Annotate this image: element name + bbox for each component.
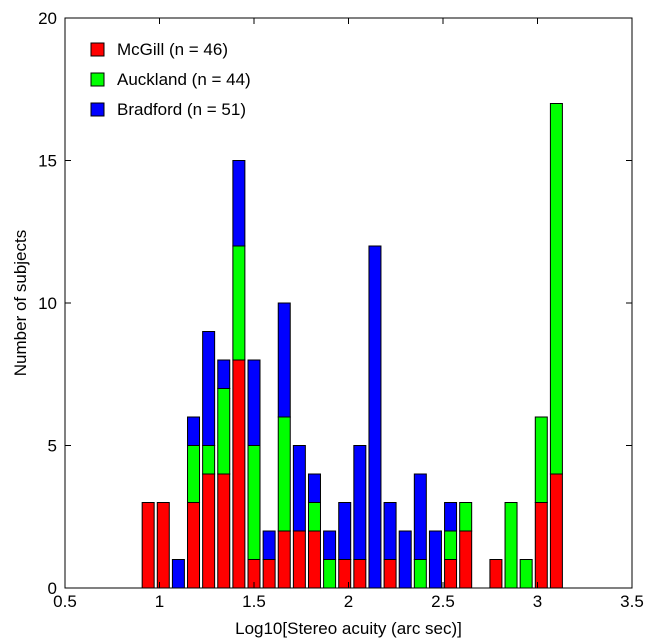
legend-label-auckland: Auckland (n = 44) (117, 70, 251, 89)
x-tick-label: 2.5 (431, 592, 455, 611)
bar-mcgill-20 (444, 559, 458, 589)
bar-bradford-17 (398, 530, 412, 589)
bar-auckland-5 (217, 388, 231, 475)
bar-auckland-11 (307, 502, 321, 532)
bar-bradford-2 (171, 559, 185, 589)
bar-mcgill-3 (187, 502, 201, 589)
bar-mcgill-0 (141, 502, 155, 589)
x-tick-label: 1 (155, 592, 164, 611)
y-tick-label: 5 (48, 437, 57, 456)
x-tick-label: 1.5 (242, 592, 266, 611)
bar-auckland-26 (534, 416, 548, 503)
bar-bradford-16 (383, 502, 397, 560)
bar-auckland-6 (232, 245, 246, 361)
bar-auckland-18 (413, 559, 427, 589)
bar-mcgill-16 (383, 559, 397, 589)
bar-auckland-21 (459, 502, 473, 532)
y-tick-label: 0 (48, 579, 57, 598)
bar-bradford-11 (307, 473, 321, 503)
legend-swatch-bradford (90, 102, 105, 117)
bar-bradford-6 (232, 160, 246, 247)
bar-mcgill-11 (307, 530, 321, 589)
bar-bradford-4 (202, 331, 216, 446)
bar-bradford-3 (187, 416, 201, 446)
bar-mcgill-5 (217, 473, 231, 589)
legend-label-bradford: Bradford (n = 51) (117, 100, 246, 119)
x-tick-label: 3 (533, 592, 542, 611)
bar-auckland-3 (187, 445, 201, 503)
y-tick-label: 15 (38, 152, 57, 171)
bar-bradford-14 (353, 445, 367, 560)
bar-mcgill-9 (277, 530, 291, 589)
x-tick-label: 3.5 (620, 592, 644, 611)
bar-bradford-18 (413, 473, 427, 560)
bar-auckland-25 (519, 559, 533, 589)
bar-auckland-12 (323, 559, 337, 589)
bar-bradford-10 (292, 445, 306, 532)
bar-auckland-9 (277, 416, 291, 532)
x-axis-label: Log10[Stereo acuity (arc sec)] (235, 619, 462, 638)
bar-bradford-13 (338, 502, 352, 560)
bar-mcgill-6 (232, 359, 246, 589)
bar-bradford-9 (277, 302, 291, 418)
y-tick-label: 10 (38, 294, 57, 313)
bar-auckland-7 (247, 445, 261, 560)
bar-bradford-8 (262, 530, 276, 560)
legend: McGill (n = 46) Auckland (n = 44) Bradford… (90, 40, 251, 119)
bar-bradford-15 (368, 245, 382, 589)
legend-swatch-mcgill (90, 42, 105, 57)
legend-label-mcgill: McGill (n = 46) (117, 40, 228, 59)
bar-auckland-24 (504, 502, 518, 589)
bar-bradford-20 (444, 502, 458, 532)
bar-mcgill-21 (459, 530, 473, 589)
bar-mcgill-14 (353, 559, 367, 589)
bar-bradford-7 (247, 359, 261, 446)
bar-auckland-20 (444, 530, 458, 560)
bar-auckland-4 (202, 445, 216, 475)
bar-bradford-12 (323, 530, 337, 560)
bar-mcgill-26 (534, 502, 548, 589)
bars-layer (141, 103, 563, 589)
x-tick-label: 2 (344, 592, 353, 611)
bar-mcgill-10 (292, 530, 306, 589)
bar-bradford-19 (428, 530, 442, 589)
bar-mcgill-1 (156, 502, 170, 589)
bar-mcgill-4 (202, 473, 216, 589)
y-axis-label: Number of subjects (11, 230, 30, 376)
legend-swatch-auckland (90, 72, 105, 87)
x-tick-label: 0.5 (53, 592, 77, 611)
bar-mcgill-23 (489, 559, 503, 589)
bar-bradford-5 (217, 359, 231, 389)
bar-mcgill-8 (262, 559, 276, 589)
bar-mcgill-27 (549, 473, 563, 589)
bar-auckland-27 (549, 103, 563, 475)
y-tick-label: 20 (38, 9, 57, 28)
ticks-layer: 0.5 1 1.5 2 2.5 3 3.5 0 5 10 15 20 (38, 9, 644, 611)
